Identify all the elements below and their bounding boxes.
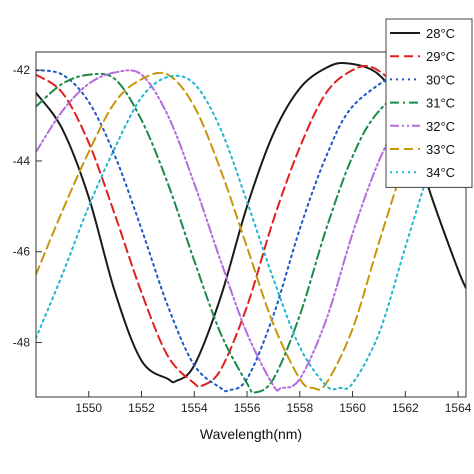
- legend: 28°C 29°C 30°C 31°C 32°C 33°C 34°C: [385, 18, 473, 188]
- legend-box: [385, 18, 473, 188]
- legend-label-1: 29°C: [426, 49, 455, 64]
- x-tick-label: 1554: [181, 401, 208, 415]
- series-layer: [36, 61, 466, 394]
- series-line-4: [36, 69, 433, 392]
- series-line-3: [36, 69, 428, 394]
- x-tick-label: 1564: [445, 401, 472, 415]
- series-line-5: [36, 71, 433, 391]
- legend-label-2: 30°C: [426, 72, 455, 87]
- x-tick-label: 1562: [392, 401, 419, 415]
- y-tick-label: -46: [13, 245, 31, 259]
- legend-label-4: 32°C: [426, 119, 455, 134]
- x-tick-label: 1552: [128, 401, 155, 415]
- legend-label-3: 31°C: [426, 96, 455, 111]
- legend-label-0: 28°C: [426, 26, 455, 41]
- series-line-1: [36, 64, 407, 389]
- y-tick-label: -44: [13, 154, 31, 168]
- y-tick-label: -42: [13, 63, 31, 77]
- series-line-2: [36, 69, 402, 393]
- x-tick-label: 1550: [75, 401, 102, 415]
- plot-frame: [35, 51, 467, 398]
- legend-label-6: 34°C: [426, 165, 455, 180]
- series-line-6: [36, 74, 433, 391]
- x-tick-label: 1556: [234, 401, 261, 415]
- x-tick-label: 1560: [339, 401, 366, 415]
- x-axis-title: Wavelength(nm): [200, 426, 302, 442]
- legend-label-5: 33°C: [426, 142, 455, 157]
- y-tick-label: -48: [13, 336, 31, 350]
- x-tick-label: 1558: [286, 401, 313, 415]
- ticks-layer: 1550 1552 1554 1556 1558 1560 1562 1564 -42 -44 -4…: [13, 63, 472, 415]
